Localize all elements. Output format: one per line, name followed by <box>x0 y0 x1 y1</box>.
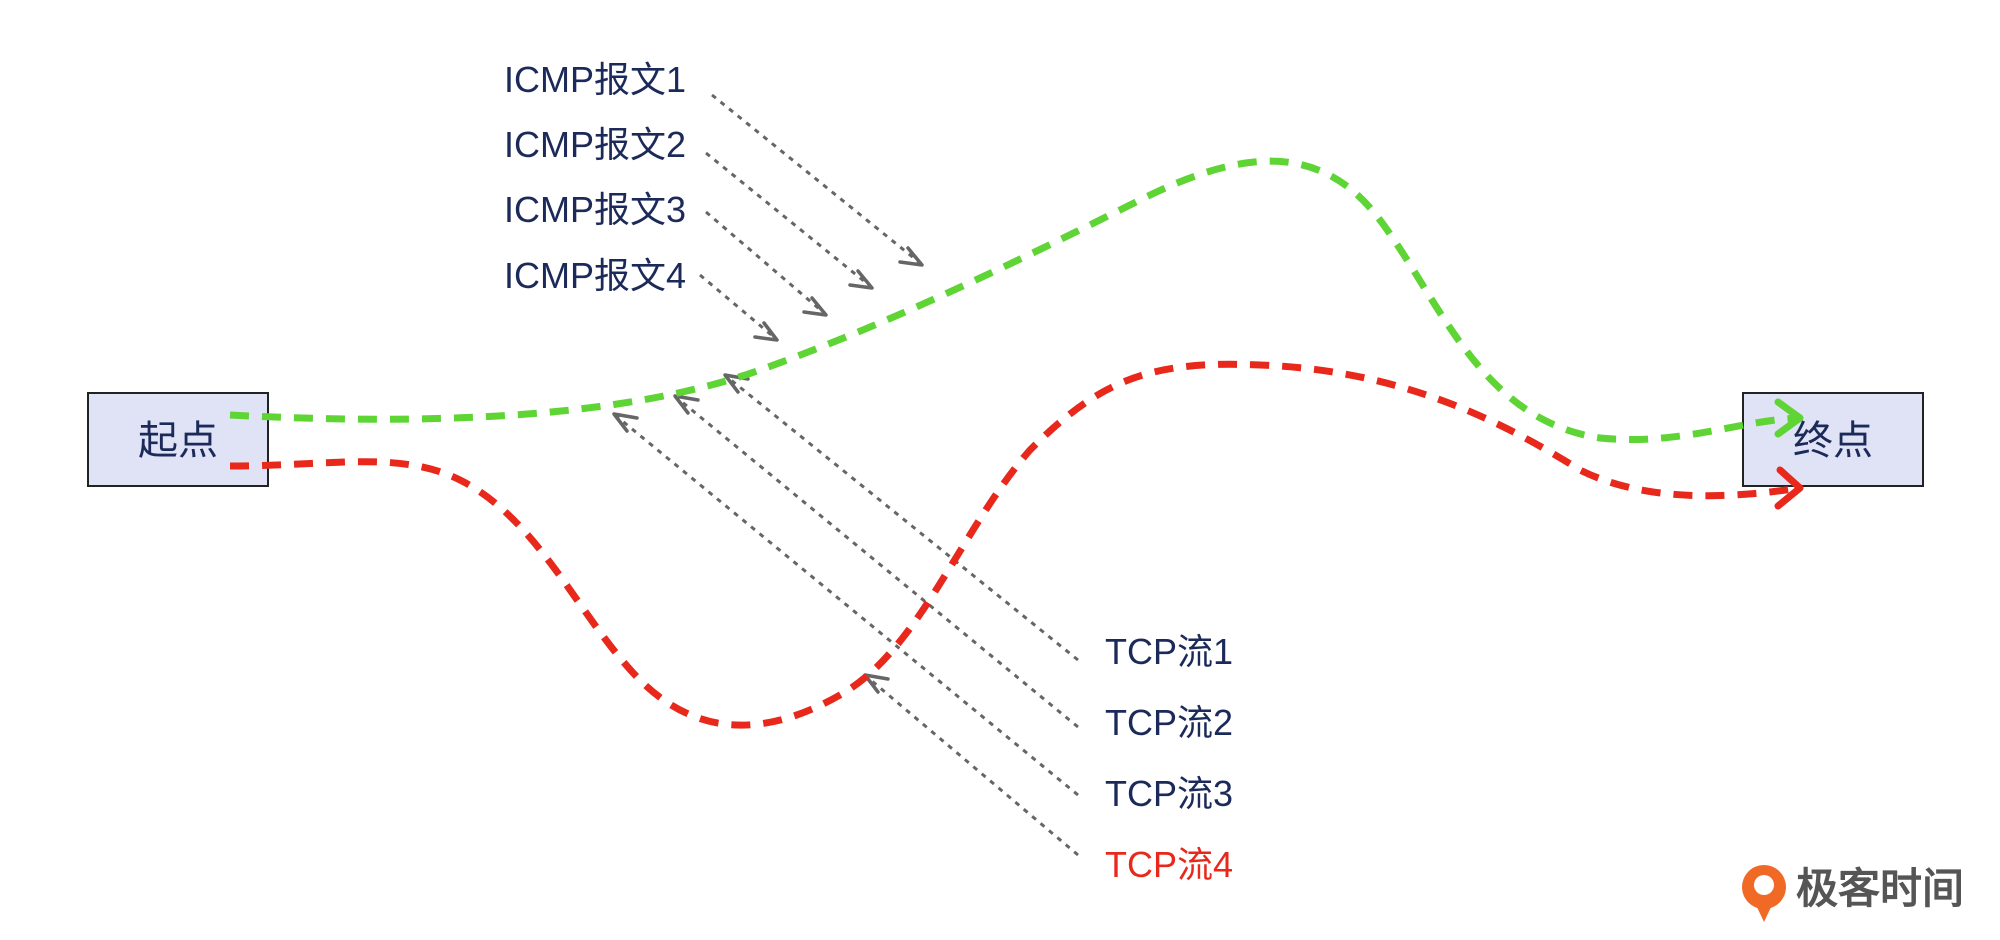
tcp-pointer-2-head <box>673 394 700 415</box>
icmp-pointer-3-head <box>802 296 828 317</box>
icmp-label-1: ICMP报文1 <box>504 59 686 100</box>
tcp-label-4: TCP流4 <box>1105 844 1233 885</box>
icmp-pointer-2-head <box>848 269 874 290</box>
icmp-pointer-1 <box>711 93 921 265</box>
icmp-pointers <box>699 93 924 342</box>
brand-logo-text: 极客时间 <box>1796 864 1964 913</box>
icmp-label-4: ICMP报文4 <box>504 255 686 296</box>
tcp-pointers <box>612 373 1079 857</box>
end-node: 终点 <box>1742 392 1924 487</box>
icmp-pointer-4-head <box>753 321 779 342</box>
tcp-pointer-1 <box>725 374 1079 662</box>
icmp-path <box>229 157 1804 444</box>
end-node-label: 终点 <box>1793 418 1873 464</box>
tcp-labels: TCP流1 TCP流2 TCP流3 TCP流4 <box>1105 631 1233 885</box>
tcp-pointer-3 <box>614 413 1079 797</box>
tcp-path-line <box>229 360 1801 729</box>
icmp-path-line <box>229 157 1801 444</box>
icmp-label-3: ICMP报文3 <box>504 189 686 230</box>
icmp-pointer-2 <box>705 151 871 288</box>
end-node-box <box>1742 392 1924 487</box>
tcp-path <box>229 360 1804 729</box>
tcp-pointer-4 <box>865 674 1079 857</box>
icmp-pointer-4 <box>699 273 776 340</box>
icmp-pointer-3 <box>705 210 825 315</box>
icmp-label-2: ICMP报文2 <box>504 124 686 165</box>
start-node-box <box>87 392 269 487</box>
tcp-path-arrowhead <box>1774 466 1804 510</box>
tcp-label-2: TCP流2 <box>1105 702 1233 743</box>
start-node: 起点 <box>87 392 269 487</box>
brand-mark-icon <box>1742 865 1786 922</box>
icmp-path-arrowhead <box>1774 398 1804 438</box>
icmp-pointer-1-head <box>898 246 924 267</box>
tcp-label-3: TCP流3 <box>1105 773 1233 814</box>
start-node-label: 起点 <box>138 418 218 464</box>
tcp-label-1: TCP流1 <box>1105 631 1233 672</box>
tcp-pointer-2 <box>675 395 1079 729</box>
brand-logo: 极客时间 <box>1742 864 1964 922</box>
tcp-pointer-3-head <box>612 412 639 433</box>
icmp-labels: ICMP报文1 ICMP报文2 ICMP报文3 ICMP报文4 <box>504 59 686 296</box>
